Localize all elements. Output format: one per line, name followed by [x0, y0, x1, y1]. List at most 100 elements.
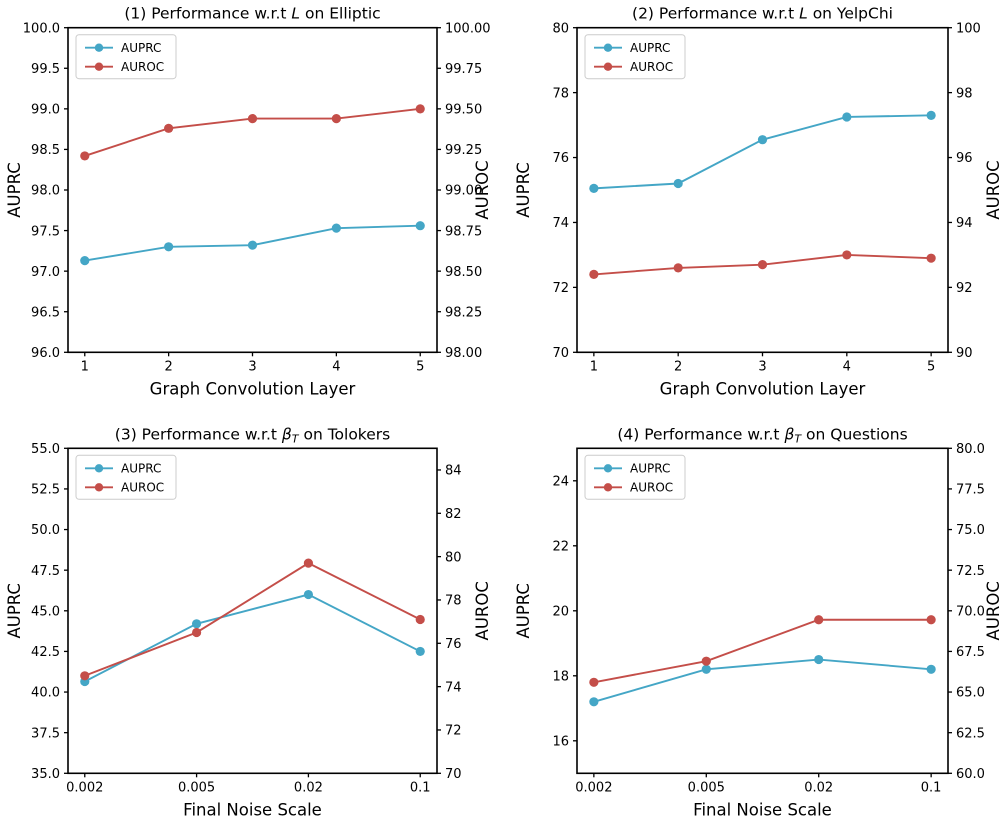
y-tick-label-right: 94: [956, 216, 973, 231]
x-tick-label: 0.1: [921, 780, 942, 795]
y-tick-label-right: 99.75: [445, 62, 482, 77]
data-point-auroc: [589, 269, 599, 279]
y-tick-label-right: 70.0: [956, 604, 985, 619]
y-tick-label-right: 92: [956, 281, 973, 296]
y-tick-label-left: 24: [552, 474, 569, 489]
data-point-auroc: [926, 253, 936, 263]
x-tick-label: 0.005: [688, 780, 725, 795]
x-tick-label: 4: [332, 359, 340, 374]
data-point-auroc: [926, 615, 936, 625]
legend-marker-auprc-icon: [603, 464, 613, 473]
x-tick-label: 4: [843, 359, 851, 374]
legend-label: AUROC: [630, 481, 673, 495]
y-tick-label-left: 40.0: [31, 686, 60, 701]
y-tick-label-right: 84: [445, 464, 462, 479]
legend-label: AUROC: [121, 481, 164, 495]
y-axis-label-right: AUROC: [984, 581, 1003, 640]
y-axis-right: 100 98 96 94 92 90: [948, 21, 981, 361]
y-tick-label-left: 20: [552, 604, 569, 619]
y-tick-label-left: 99.0: [31, 103, 60, 118]
y-tick-label-right: 98.00: [445, 346, 482, 361]
y-tick-label-right: 98: [956, 86, 973, 101]
data-point-auprc: [926, 110, 936, 120]
series-line-auprc: [593, 658, 932, 703]
chart-panel-4: 24 22 20 18 16 80.0 77.5 75.0 72.5 70.0 67.5 65.0 62…: [502, 415, 1004, 829]
series-auprc: [589, 110, 936, 193]
y-tick-label-left: 70: [552, 346, 569, 361]
y-tick-label-left: 74: [552, 216, 569, 231]
data-point-auprc: [589, 697, 599, 707]
legend-marker-auprc-icon: [94, 464, 104, 473]
y-axis-label-right: AUROC: [984, 160, 1003, 219]
series-auprc: [80, 589, 425, 687]
y-tick-label-left: 78: [552, 86, 569, 101]
y-axis-left: 80 78 76 74 72 70: [552, 21, 577, 361]
y-tick-label-right: 90: [956, 346, 973, 361]
data-point-auroc: [814, 615, 824, 625]
x-tick-label: 0.02: [294, 780, 323, 795]
x-tick-label: 0.002: [575, 780, 612, 795]
y-axis-right: 84 82 80 78 76 74 72 70: [437, 464, 462, 782]
y-tick-label-left: 52.5: [31, 483, 60, 498]
series-auroc: [589, 250, 936, 279]
y-tick-label-left: 47.5: [31, 564, 60, 579]
legend-label: AUPRC: [121, 41, 161, 55]
y-tick-label-right: 77.5: [956, 483, 985, 498]
y-tick-label-left: 97.5: [31, 224, 60, 239]
legend-marker-auroc-icon: [94, 483, 104, 492]
y-tick-label-left: 18: [552, 669, 569, 684]
y-tick-label-right: 99.25: [445, 143, 482, 158]
x-tick-label: 1: [590, 359, 598, 374]
data-point-auprc: [814, 654, 824, 665]
y-tick-label-right: 67.5: [956, 645, 985, 660]
x-axis-label: Graph Convolution Layer: [150, 379, 356, 398]
data-point-auprc: [247, 240, 258, 250]
x-tick-label: 3: [758, 359, 766, 374]
series-auroc: [80, 558, 425, 681]
y-tick-label-left: 37.5: [31, 726, 60, 741]
data-point-auprc: [842, 112, 852, 122]
chart-3-svg: 55.0 52.5 50.0 47.5 45.0 42.5 40.0 37.5 35.0 84 82…: [5, 425, 492, 819]
data-point-auroc: [80, 151, 90, 161]
data-point-auroc: [701, 656, 711, 666]
data-point-auprc: [303, 589, 314, 600]
data-point-auroc: [589, 677, 599, 687]
chart-title: (4) Performance w.r.t βT on Questions: [617, 425, 907, 445]
series-line-auprc: [84, 593, 421, 683]
x-tick-label: 1: [81, 359, 89, 374]
y-tick-label-right: 65.0: [956, 686, 985, 701]
x-axis-label: Graph Convolution Layer: [660, 379, 866, 398]
y-tick-label-right: 80: [445, 550, 462, 565]
data-point-auprc: [926, 664, 936, 674]
x-tick-label: 3: [248, 359, 256, 374]
data-point-auprc: [331, 223, 341, 233]
y-axis-label-right: AUROC: [473, 160, 492, 219]
data-point-auroc: [303, 558, 314, 568]
y-tick-label-right: 78: [445, 594, 462, 609]
y-tick-label-left: 72: [552, 281, 569, 296]
y-tick-label-right: 99.00: [445, 184, 482, 199]
y-tick-label-left: 98.0: [31, 184, 60, 199]
y-tick-label-right: 98.50: [445, 265, 482, 280]
y-tick-label-right: 100.00: [445, 21, 491, 36]
x-axis-label: Final Noise Scale: [693, 800, 832, 819]
series-auprc: [589, 654, 936, 707]
data-point-auroc: [842, 250, 852, 260]
y-tick-label-right: 99.50: [445, 103, 482, 118]
y-tick-label-right: 76: [445, 637, 462, 652]
chart-4-svg: 24 22 20 18 16 80.0 77.5 75.0 72.5 70.0 67.5 65.0 62…: [514, 425, 1003, 819]
chart-title: (1) Performance w.r.t L on Elliptic: [124, 5, 380, 23]
legend-label: AUROC: [121, 60, 164, 74]
legend: AUPRC AUROC: [584, 34, 686, 80]
series-line-auroc: [84, 562, 421, 677]
x-axis: 0.002 0.005 0.02 0.1: [66, 773, 431, 795]
data-point-auroc: [247, 113, 258, 124]
y-tick-label-left: 96.5: [31, 305, 60, 320]
data-point-auprc: [589, 183, 599, 193]
y-tick-label-right: 62.5: [956, 726, 985, 741]
series-auroc: [589, 615, 936, 687]
legend: AUPRC AUROC: [75, 34, 177, 80]
y-tick-label-right: 98.25: [445, 305, 482, 320]
y-tick-label-left: 97.0: [31, 265, 60, 280]
